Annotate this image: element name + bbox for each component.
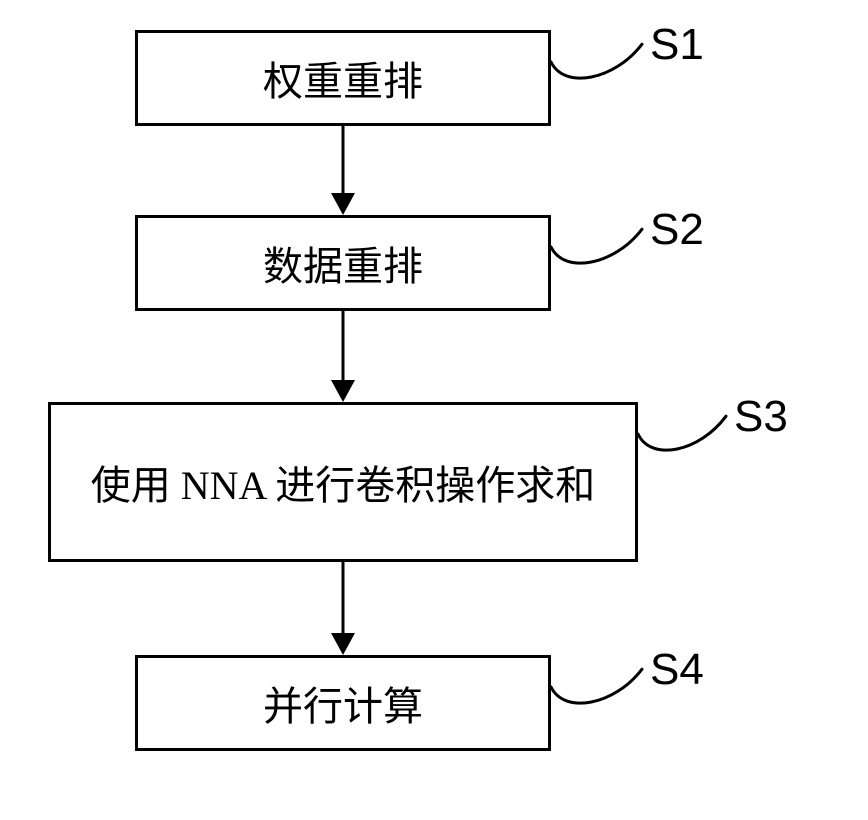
arrow-3 <box>0 0 868 820</box>
flowchart-canvas: 权重重排S1数据重排S2使用 NNA 进行卷积操作求和S3并行计算S4 <box>0 0 868 820</box>
